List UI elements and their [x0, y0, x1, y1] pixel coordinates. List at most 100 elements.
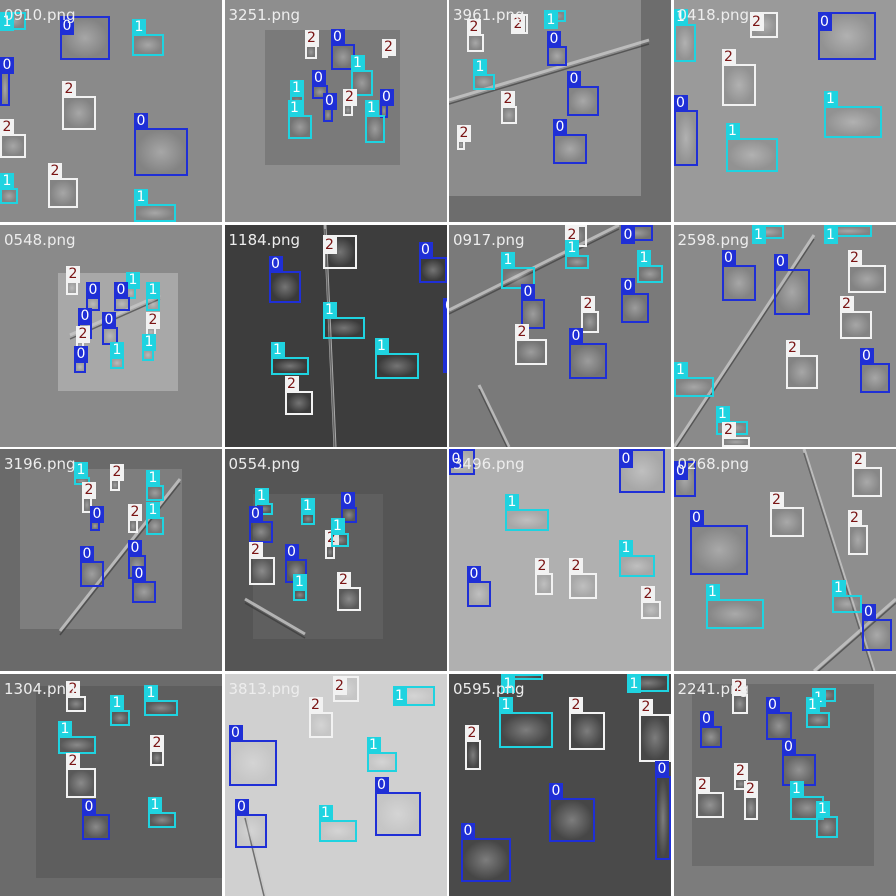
class-label-tag: 1 — [823, 226, 838, 244]
detection-box-class-0: 0 — [234, 798, 267, 848]
detection-box-class-0: 0 — [0, 57, 14, 106]
detection-box-class-1: 1 — [751, 224, 784, 244]
class-label-tag: 1 — [673, 361, 688, 379]
class-label-tag: 0 — [322, 93, 337, 110]
image-tile: 0268.png 0 2 2 2 0 1 1 0 — [673, 449, 896, 671]
class-label-tag: 1 — [146, 470, 160, 487]
detection-box-class-0: 0 — [374, 776, 421, 836]
class-label-tag: 1 — [318, 804, 333, 822]
class-label-tag: 1 — [74, 462, 88, 479]
detection-box-class-2: 2 — [847, 249, 886, 293]
image-tile: 0595.png 1 1 2 1 2 2 0 0 0 — [449, 673, 671, 896]
detection-box-class-2: 2 — [641, 586, 661, 619]
class-label-tag: 0 — [268, 255, 283, 273]
image-tile: 3496.png 0 0 1 0 1 2 2 2 — [449, 449, 671, 671]
detection-box-class-0: 0 — [553, 119, 587, 164]
class-label-tag: 1 — [58, 720, 72, 738]
detection-box-class-2: 2 — [785, 339, 818, 389]
class-label-tag: 0 — [859, 347, 874, 365]
class-label-tag: 2 — [322, 236, 337, 254]
class-label-tag: 2 — [48, 163, 62, 180]
image-tile: 0910.png 1 0 1 0 2 2 0 2 1 1 — [0, 0, 222, 222]
detection-box-class-1: 1 — [58, 720, 96, 754]
class-label-tag: 0 — [379, 89, 394, 106]
class-label-tag: 0 — [228, 724, 243, 742]
class-label-tag: 0 — [673, 95, 688, 112]
micrograph-image — [0, 0, 222, 222]
detection-box-class-2: 2 — [324, 530, 339, 559]
class-label-tag: 1 — [751, 226, 766, 244]
class-label-tag: 1 — [366, 736, 381, 754]
image-tile: 0554.png1012010221 — [224, 449, 447, 671]
detection-box-class-2: 2 — [248, 542, 275, 585]
image-tile: 0418.png 1 2 0 2 0 1 1 — [673, 0, 896, 222]
filename-label: 0595.png — [453, 679, 525, 698]
class-label-tag: 2 — [150, 734, 164, 752]
detection-box-class-0: 0 — [699, 710, 722, 748]
filename-label: 1184.png — [228, 230, 301, 249]
detection-box-class-0: 0 — [74, 345, 88, 373]
detection-box-class-2: 2 — [847, 510, 868, 555]
class-label-tag: 2 — [284, 375, 299, 393]
class-label-tag: 0 — [461, 822, 475, 840]
detection-box-class-1: 1 — [473, 59, 495, 90]
detection-box-class-1: 1 — [287, 100, 312, 139]
filename-label: 2241.png — [677, 679, 750, 698]
class-label-tag: 1 — [501, 251, 515, 269]
class-label-tag: 2 — [308, 696, 323, 714]
detection-box-class-1: 1 — [364, 100, 385, 143]
class-label-tag: 0 — [689, 510, 704, 527]
detection-box-class-1: 1 — [505, 494, 549, 531]
class-label-tag: 1 — [0, 14, 14, 31]
class-label-tag: 2 — [0, 119, 14, 136]
detection-box-class-0: 0 — [80, 546, 104, 587]
detection-box-class-0: 0 — [449, 449, 475, 475]
detection-box-class-0: 0 — [134, 113, 188, 176]
detection-box-class-2: 2 — [66, 752, 96, 798]
detection-box-class-1: 1 — [146, 470, 164, 501]
detection-box-class-1: 1 — [110, 694, 130, 726]
detection-box-class-2: 2 — [304, 30, 319, 59]
detection-box-class-0: 0 — [86, 281, 100, 311]
class-label-tag: 2 — [721, 49, 736, 66]
detection-box-class-1: 1 — [366, 736, 397, 772]
class-label-tag: 0 — [128, 540, 142, 557]
image-tile: 0917.png 1 2 1 0 1 0 2 2 0 0 — [449, 224, 671, 447]
detection-box-class-2: 2 — [62, 81, 96, 130]
class-label-tag: 1 — [292, 574, 307, 591]
detection-box-class-1: 1 — [126, 271, 140, 299]
class-label-tag: 1 — [673, 9, 688, 26]
class-label-tag: 1 — [501, 675, 515, 693]
detection-box-class-2: 2 — [639, 698, 671, 762]
detection-box-class-2: 2 — [66, 265, 80, 295]
class-label-tag: 0 — [80, 546, 94, 563]
detection-box-class-1: 1 — [637, 249, 663, 283]
class-label-tag: 1 — [823, 91, 838, 108]
class-label-tag: 0 — [553, 119, 567, 136]
micrograph-image — [449, 449, 671, 671]
class-label-tag: 2 — [304, 30, 319, 47]
detection-box-class-1: 1 — [501, 251, 535, 289]
class-label-tag: 1 — [505, 494, 519, 511]
detection-box-class-1: 1 — [134, 189, 176, 222]
class-label-tag: 2 — [128, 504, 142, 521]
class-label-tag: 2 — [749, 14, 764, 31]
image-tile: 1304.png 2 1 1 1 2 2 0 1 — [0, 673, 222, 896]
detection-box-class-0: 0 — [673, 461, 696, 497]
class-label-tag: 1 — [126, 271, 140, 289]
detection-box-class-2: 2 — [695, 776, 724, 818]
class-label-tag: 0 — [861, 604, 876, 621]
class-label-tag: 2 — [851, 452, 866, 469]
detection-box-class-2: 2 — [721, 421, 750, 447]
detection-box-class-1: 1 — [831, 580, 862, 613]
class-label-tag: 0 — [547, 31, 561, 48]
image-tile: 0548.png 2 1 0 0 1 0 0 2 2 0 1 1 — [0, 224, 222, 447]
class-label-tag: 2 — [565, 226, 579, 244]
class-label-tag: 0 — [699, 710, 714, 728]
filename-label: 0548.png — [4, 230, 76, 249]
class-label-tag: 1 — [148, 796, 162, 814]
image-tile: 3961.png 2 2 1 0 1 0 2 2 0 — [449, 0, 671, 222]
detection-box-class-0: 0 — [268, 255, 301, 303]
detection-box-class-2: 2 — [465, 724, 481, 770]
detection-box-class-2: 2 — [336, 572, 361, 611]
